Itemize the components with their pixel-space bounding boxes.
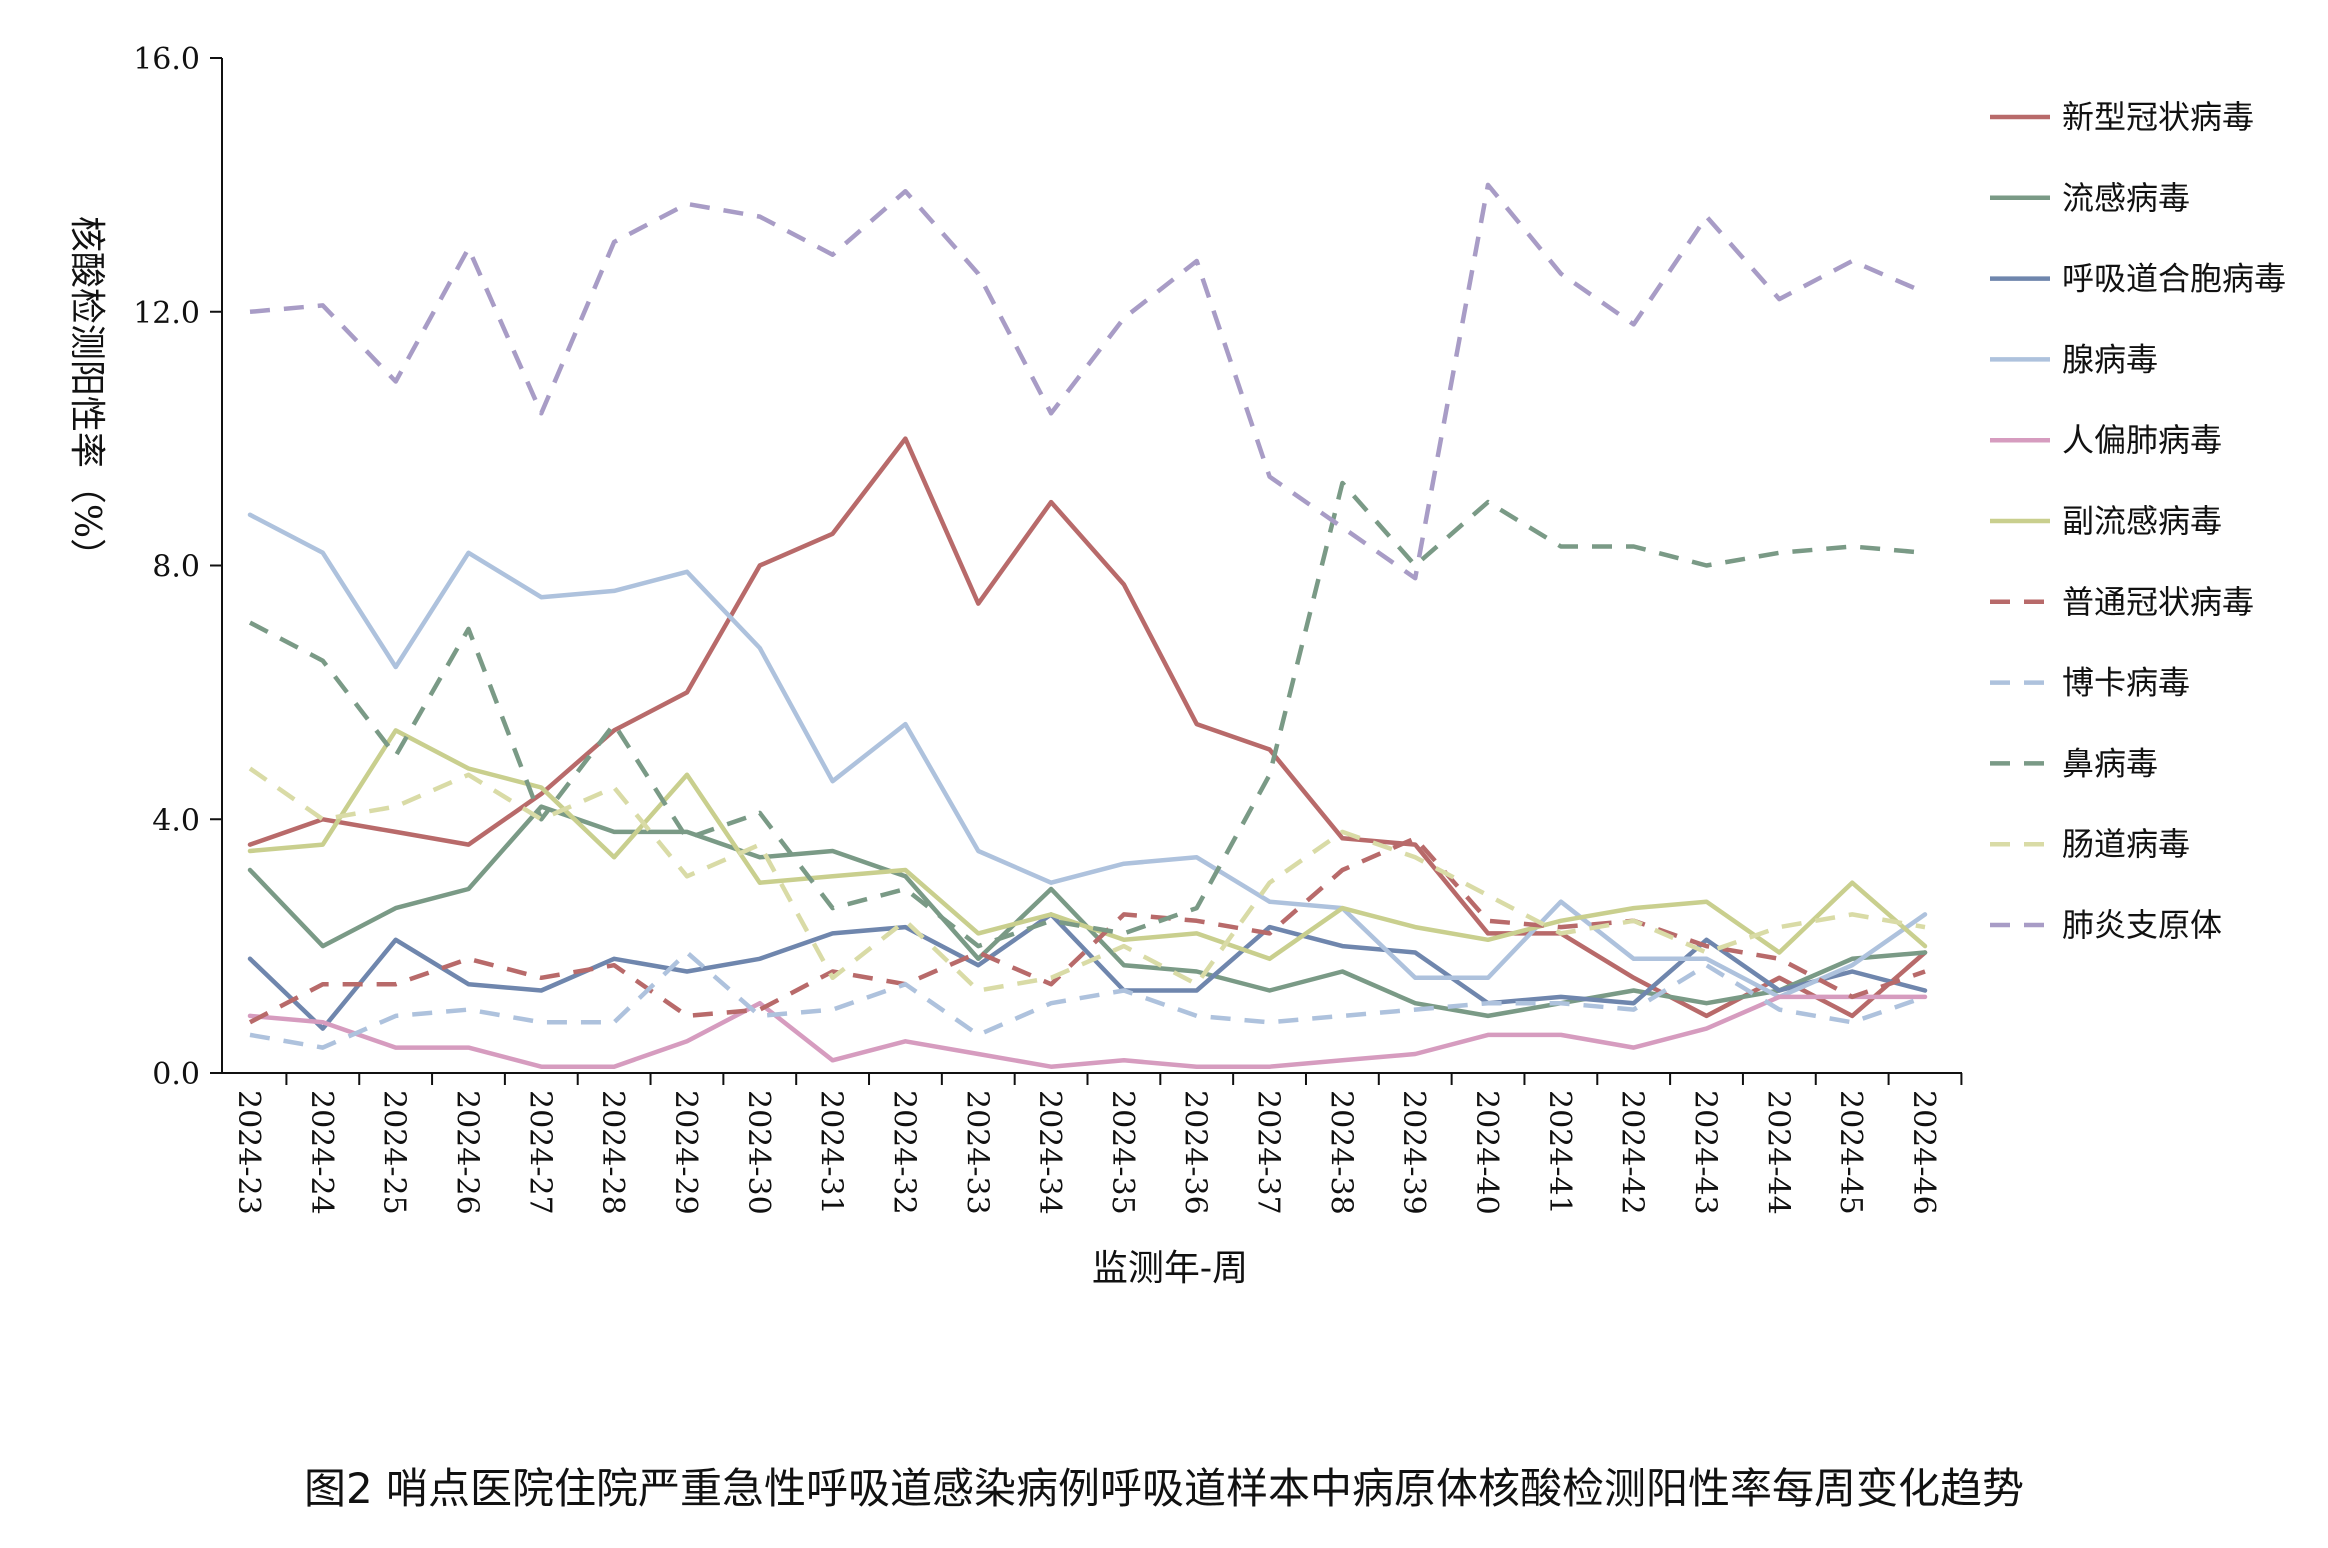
legend: 新型冠状病毒流感病毒呼吸道合胞病毒腺病毒人偏肺病毒副流感病毒普通冠状病毒博卡病毒… [1990, 98, 2286, 944]
series-line-3 [247, 512, 1928, 1000]
y-tick-label: 12.0 [133, 296, 200, 331]
legend-label: 流感病毒 [2062, 179, 2190, 217]
series-line-10 [249, 182, 1926, 581]
x-tick-label: 2024-43 [1688, 1090, 1723, 1215]
y-ticks: 0.0 4.0 8.0 12.0 16.0 [133, 42, 222, 1092]
x-tick-label: 2024-37 [1251, 1090, 1286, 1215]
x-tick-label: 2024-32 [886, 1090, 921, 1215]
x-tick-label: 2024-45 [1833, 1090, 1868, 1215]
x-tick-label: 2024-42 [1615, 1090, 1650, 1215]
y-tick-label: 16.0 [133, 42, 200, 77]
series-line-4 [247, 994, 1928, 1069]
legend-label: 肠道病毒 [2062, 825, 2190, 863]
series-line-0 [247, 436, 1928, 1019]
x-tick-label: 2024-41 [1542, 1090, 1577, 1215]
x-tick-label: 2024-44 [1760, 1090, 1795, 1215]
x-tick-label: 2024-39 [1396, 1090, 1431, 1215]
legend-label: 鼻病毒 [2062, 744, 2158, 782]
x-tick-label: 2024-23 [231, 1090, 266, 1215]
legend-label: 腺病毒 [2062, 340, 2158, 378]
series-line-1 [247, 804, 1928, 1019]
x-tick-label: 2024-38 [1323, 1090, 1358, 1215]
legend-label: 人偏肺病毒 [2062, 421, 2222, 459]
x-axis-title: 监测年-周 [1092, 1248, 1248, 1289]
series-line-8 [248, 480, 1926, 949]
x-tick-label: 2024-24 [304, 1090, 339, 1215]
x-tick-label: 2024-34 [1032, 1090, 1067, 1215]
series-line-9 [248, 766, 1926, 993]
y-tick-label: 8.0 [152, 550, 200, 585]
x-tick-label: 2024-25 [377, 1090, 412, 1215]
legend-label: 肺炎支原体 [2062, 906, 2222, 944]
y-axis-title: 核酸检测阳性率（%） [66, 216, 107, 574]
figure-caption: 图2 哨点医院住院严重急性呼吸道感染病例呼吸道样本中病原体核酸检测阳性率每周变化… [303, 1464, 2025, 1513]
legend-label: 新型冠状病毒 [2062, 98, 2254, 136]
legend-label: 副流感病毒 [2062, 502, 2222, 540]
x-tick-label: 2024-31 [814, 1090, 849, 1215]
y-tick-label: 0.0 [152, 1057, 200, 1092]
legend-label: 呼吸道合胞病毒 [2062, 260, 2286, 298]
series-lines [247, 182, 1928, 1069]
x-tick-label: 2024-33 [959, 1090, 994, 1215]
legend-label: 博卡病毒 [2062, 664, 2190, 702]
x-tick-label: 2024-27 [522, 1090, 557, 1215]
y-tick-label: 4.0 [152, 803, 200, 838]
series-line-2 [247, 912, 1928, 1031]
x-tick-label: 2024-40 [1469, 1090, 1504, 1215]
x-tick-label: 2024-30 [741, 1090, 776, 1215]
x-tick-label: 2024-29 [668, 1090, 703, 1215]
x-tick-label: 2024-35 [1105, 1090, 1140, 1215]
legend-label: 普通冠状病毒 [2062, 583, 2254, 621]
x-tick-label: 2024-46 [1906, 1090, 1941, 1215]
x-ticks: 2024-23 2024-24 2024-25 2024-26 2024-27 2024-… [231, 1073, 1963, 1215]
x-tick-label: 2024-36 [1178, 1090, 1213, 1215]
series-line-7 [249, 950, 1926, 1050]
x-tick-label: 2024-28 [595, 1090, 630, 1215]
x-tick-label: 2024-26 [449, 1090, 484, 1215]
